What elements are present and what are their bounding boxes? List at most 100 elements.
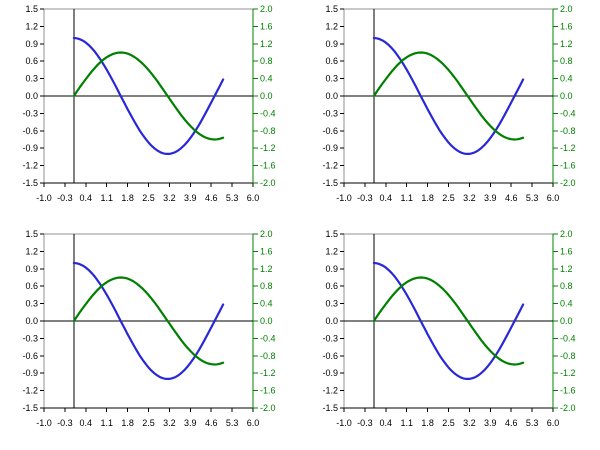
x-tick-label: 2.5	[142, 418, 155, 428]
x-axis: -1.0 -0.3 0.4 1.1 1.8 2.5 3.2 3.9 4.6 5.3 6.0	[336, 182, 560, 203]
x-axis: -1.0 -0.3 0.4 1.1 1.8 2.5 3.2 3.9 4.6 5.3 6.0	[336, 407, 560, 428]
left-tick-label: -1.2	[322, 386, 338, 396]
right-tick-label: 1.2	[560, 264, 573, 274]
left-tick-label: 1.2	[325, 246, 338, 256]
x-tick-label: 5.3	[526, 418, 539, 428]
x-tick-label: 3.2	[463, 193, 476, 203]
x-tick-label: 3.2	[463, 418, 476, 428]
right-tick-label: 2.0	[560, 229, 573, 239]
right-tick-label: 2.0	[560, 4, 573, 14]
zero-lines	[44, 234, 253, 408]
sin-series-line	[372, 51, 525, 141]
x-tick-label: 2.5	[442, 193, 455, 203]
x-tick-label: 1.8	[121, 193, 134, 203]
left-tick-label: 0.6	[325, 56, 338, 66]
left-axis: 1.5 1.2 0.9 0.6 0.3 0.0 -0.3 -0.6 -0.9 -1.2 -1.5	[22, 4, 44, 188]
left-tick-label: 0.3	[25, 299, 38, 309]
right-tick-label: -0.8	[560, 351, 576, 361]
x-tick-label: 1.1	[100, 418, 113, 428]
right-tick-label: 0.4	[260, 74, 273, 84]
left-tick-label: -1.5	[322, 178, 338, 188]
right-axis: 2.0 1.6 1.2 0.8 0.4 0.0 -0.4 -0.8 -1.2 -1.6 -2.0	[252, 229, 276, 413]
right-tick-label: 2.0	[260, 4, 273, 14]
x-tick-label: 1.1	[400, 418, 413, 428]
subplot-4: -1.0 -0.3 0.4 1.1 1.8 2.5 3.2 3.9 4.6 5.3 6.01.51.…	[322, 229, 576, 428]
x-tick-label: 6.0	[547, 418, 560, 428]
left-axis: 1.5 1.2 0.9 0.6 0.3 0.0 -0.3 -0.6 -0.9 -1.2 -1.5	[322, 4, 344, 188]
right-tick-label: -1.6	[560, 161, 576, 171]
right-tick-label: -1.2	[560, 143, 576, 153]
x-tick-label: 0.4	[80, 193, 93, 203]
right-tick-label: -0.8	[260, 126, 276, 136]
x-tick-label: 3.9	[484, 418, 497, 428]
x-tick-label: 3.9	[184, 418, 197, 428]
right-tick-label: -0.4	[560, 108, 576, 118]
left-tick-label: -0.3	[322, 333, 338, 343]
left-tick-label: 0.6	[25, 56, 38, 66]
left-tick-label: 0.3	[325, 74, 338, 84]
right-tick-label: 1.6	[560, 246, 573, 256]
left-tick-label: -1.5	[22, 403, 38, 413]
sin-series-line	[372, 276, 525, 366]
zero-lines	[44, 9, 253, 183]
right-tick-label: -1.6	[260, 386, 276, 396]
right-tick-label: -1.6	[260, 161, 276, 171]
right-tick-label: 0.0	[560, 91, 573, 101]
left-tick-label: 1.2	[25, 21, 38, 31]
x-tick-label: 6.0	[547, 193, 560, 203]
x-tick-label: -1.0	[36, 193, 52, 203]
zero-lines	[344, 234, 553, 408]
left-tick-label: 1.5	[325, 229, 338, 239]
right-tick-label: 1.6	[260, 246, 273, 256]
right-tick-label: -0.4	[260, 108, 276, 118]
right-tick-label: -0.8	[560, 126, 576, 136]
cos-series-line	[72, 36, 225, 155]
left-tick-label: 0.0	[325, 91, 338, 101]
left-tick-label: 0.3	[325, 299, 338, 309]
right-tick-label: -2.0	[560, 178, 576, 188]
left-tick-label: 0.9	[25, 39, 38, 49]
right-tick-label: -1.2	[260, 368, 276, 378]
left-tick-label: 0.0	[325, 316, 338, 326]
x-tick-label: -1.0	[36, 418, 52, 428]
x-tick-label: 4.6	[505, 418, 518, 428]
left-tick-label: 1.5	[325, 4, 338, 14]
left-tick-label: 0.6	[25, 281, 38, 291]
left-tick-label: 0.9	[325, 39, 338, 49]
right-tick-label: 0.8	[560, 281, 573, 291]
x-tick-label: 4.6	[205, 418, 218, 428]
subplot-2: -1.0 -0.3 0.4 1.1 1.8 2.5 3.2 3.9 4.6 5.3 6.01.51.…	[322, 4, 576, 203]
right-axis: 2.0 1.6 1.2 0.8 0.4 0.0 -0.4 -0.8 -1.2 -1.6 -2.0	[552, 229, 576, 413]
right-axis: 2.0 1.6 1.2 0.8 0.4 0.0 -0.4 -0.8 -1.2 -1.6 -2.0	[252, 4, 276, 188]
cos-series-line	[372, 261, 525, 380]
left-tick-label: -1.5	[322, 403, 338, 413]
x-axis: -1.0 -0.3 0.4 1.1 1.8 2.5 3.2 3.9 4.6 5.3 6.0	[36, 182, 259, 203]
x-tick-label: -0.3	[57, 193, 73, 203]
right-tick-label: -1.6	[560, 386, 576, 396]
left-axis: 1.5 1.2 0.9 0.6 0.3 0.0 -0.3 -0.6 -0.9 -1.2 -1.5	[22, 229, 44, 413]
left-tick-label: 0.0	[25, 91, 38, 101]
left-tick-label: 1.5	[25, 4, 38, 14]
x-tick-label: 5.3	[526, 193, 539, 203]
left-tick-label: 0.3	[25, 74, 38, 84]
right-tick-label: -1.2	[560, 368, 576, 378]
x-tick-label: 4.6	[205, 193, 218, 203]
left-tick-label: -0.3	[22, 333, 38, 343]
right-tick-label: -2.0	[260, 178, 276, 188]
right-tick-label: 0.0	[260, 316, 273, 326]
left-tick-label: -0.6	[22, 351, 38, 361]
right-tick-label: -0.4	[560, 333, 576, 343]
left-tick-label: 0.0	[25, 316, 38, 326]
left-tick-label: 0.9	[25, 264, 38, 274]
x-tick-label: -1.0	[336, 418, 352, 428]
x-tick-label: -0.3	[357, 418, 373, 428]
right-tick-label: -0.8	[260, 351, 276, 361]
left-tick-label: 0.6	[325, 281, 338, 291]
left-tick-label: -0.6	[22, 126, 38, 136]
x-tick-label: 2.5	[442, 418, 455, 428]
x-tick-label: -0.3	[57, 418, 73, 428]
right-tick-label: 1.6	[260, 21, 273, 31]
right-tick-label: 1.6	[560, 21, 573, 31]
x-tick-label: 5.3	[226, 193, 239, 203]
